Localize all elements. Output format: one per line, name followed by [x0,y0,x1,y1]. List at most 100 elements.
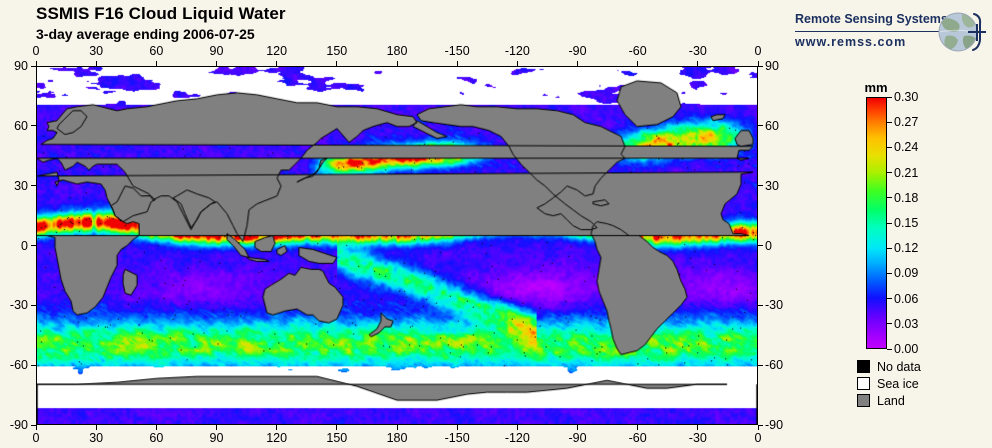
lat-tick-label: -30 [9,298,28,313]
lon-tick-label: -30 [688,44,707,58]
lon-tick-label: -120 [504,431,530,445]
lon-tick-mark [757,61,759,66]
lat-tick-label: 90 [14,59,28,73]
colorbar-tick-mark [887,348,892,350]
lon-tick-label: 90 [209,44,224,58]
logo-website: www.remss.com [795,35,907,49]
lon-tick-label: 120 [266,431,288,445]
colorbar-tick-mark [887,121,892,123]
lat-tick-label: -90 [9,418,28,432]
lon-tick-mark [697,425,699,430]
lon-tick-mark [516,61,518,66]
lat-tick-mark [31,245,36,246]
lon-tick-mark [456,61,458,66]
lat-tick-mark [758,424,763,426]
lat-tick-label: 30 [14,178,28,193]
colorbar-gradient [866,97,887,349]
colorbar-tick-mark [887,96,892,98]
colorbar-tick-mark [887,197,892,199]
lon-tick-label: 0 [754,431,762,445]
colorbar-tick-label: 0.24 [894,140,919,155]
lon-tick-mark [216,61,217,66]
lon-tick-label: -60 [628,431,647,445]
lon-tick-mark [637,425,639,430]
lon-tick-mark [396,425,398,430]
lon-tick-label: -30 [688,431,707,445]
lat-tick-mark [31,364,36,366]
lat-tick-label: -60 [765,358,784,373]
lon-tick-label: 150 [326,431,348,445]
lon-tick-mark [456,425,458,430]
lat-tick-mark [758,125,763,127]
colorbar-tick-label: 0.15 [894,216,919,230]
colorbar-tick-label: 0.18 [894,190,919,205]
colorbar-tick-mark [887,247,892,249]
lon-tick-mark [276,425,278,430]
lon-tick-label: 120 [266,44,288,58]
logo-org-name: Remote Sensing Systems [795,12,948,26]
no-data-swatch-icon [857,360,870,373]
colorbar-tick-mark [887,298,892,300]
lon-tick-label: 0 [754,44,762,58]
lon-tick-label: 0 [32,431,40,445]
lat-tick-mark [758,364,763,366]
lon-tick-label: -60 [628,44,647,58]
colorbar-tick-label: 0.30 [894,90,919,104]
lat-tick-mark [31,125,36,127]
lon-tick-label: 30 [89,431,104,445]
lon-tick-mark [95,61,97,66]
lat-tick-label: 60 [765,118,779,133]
map-legend: No data Sea ice Land [857,358,987,409]
lat-tick-mark [758,304,763,306]
lon-tick-label: -90 [568,44,587,58]
lon-tick-mark [637,61,639,66]
lon-tick-label: 0 [32,44,40,58]
globe-icon [938,12,986,52]
lon-tick-label: 150 [326,44,348,58]
legend-item-sea-ice: Sea ice [857,375,987,392]
lat-tick-mark [758,185,763,187]
lon-tick-label: -150 [444,431,470,445]
lat-tick-label: 0 [765,238,772,253]
lon-tick-label: 60 [149,44,164,58]
legend-label-land: Land [877,393,905,408]
lon-tick-mark [155,425,157,430]
land-swatch-icon [857,394,870,407]
lon-tick-label: 90 [209,431,224,445]
lat-tick-label: -90 [765,418,784,432]
sea-ice-swatch-icon [857,377,870,390]
colorbar-tick-mark [887,146,892,148]
lat-tick-label: 90 [765,59,779,73]
logo-divider [795,31,947,32]
colorbar-tick-label: 0.00 [894,342,919,356]
lon-tick-mark [516,425,518,430]
page-title: SSMIS F16 Cloud Liquid Water [36,4,286,23]
lon-tick-mark [276,61,278,66]
lat-tick-label: -60 [9,358,28,373]
lat-tick-mark [758,65,763,67]
colorbar-tick-mark [887,323,892,325]
lon-tick-mark [577,425,578,430]
lat-tick-mark [31,185,36,187]
colorbar-tick-label: 0.09 [894,266,919,281]
lon-tick-mark [577,61,578,66]
lon-tick-label: -120 [504,44,530,58]
lat-tick-label: 30 [765,178,779,193]
legend-label-no-data: No data [877,359,921,374]
lon-tick-mark [336,425,338,430]
lon-tick-mark [216,425,217,430]
lon-tick-label: -90 [568,431,587,445]
colorbar-tick-mark [887,222,892,224]
lat-tick-label: 60 [14,118,28,133]
cloud-liquid-water-heatmap [37,67,757,424]
lon-tick-mark [95,425,97,430]
lon-tick-mark [155,61,157,66]
lat-tick-label: 0 [21,238,28,253]
colorbar-tick-label: 0.03 [894,316,919,331]
map-plot-area[interactable] [36,66,758,425]
lon-tick-mark [757,425,759,430]
lon-tick-mark [35,425,37,430]
remss-logo[interactable]: Remote Sensing Systems www.remss.com [795,10,986,56]
lon-tick-label: -150 [444,44,470,58]
lon-tick-label: 180 [386,44,408,58]
